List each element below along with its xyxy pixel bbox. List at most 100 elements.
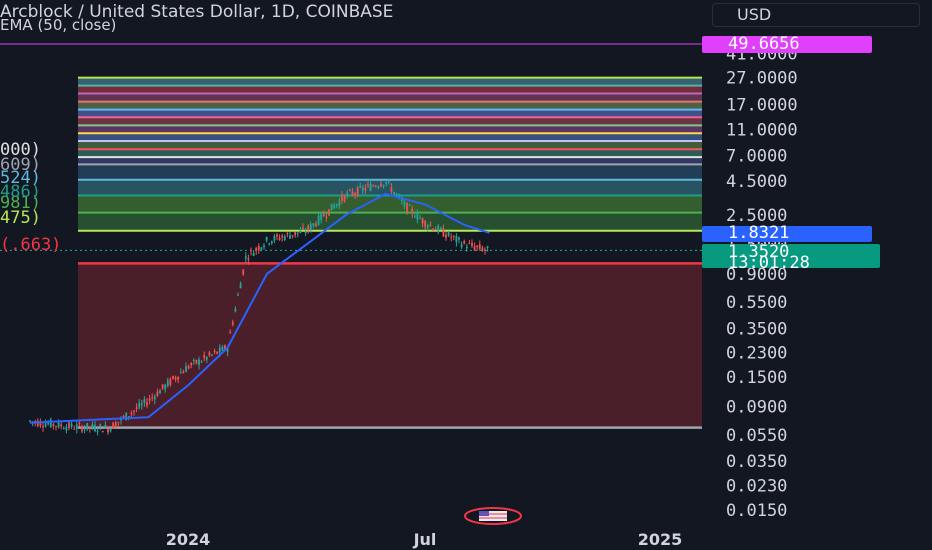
- candle-body: [42, 425, 44, 428]
- currency-selector[interactable]: USD: [712, 3, 920, 27]
- candle-body: [237, 294, 239, 296]
- candle-body: [205, 356, 208, 360]
- candle-body: [62, 428, 65, 430]
- candle-body: [408, 204, 411, 206]
- candle-body: [450, 236, 453, 238]
- candle-body: [231, 322, 234, 325]
- resistance-band: [78, 149, 702, 158]
- candle-body: [320, 213, 323, 221]
- support-zone: [78, 263, 702, 428]
- candle-body: [351, 191, 354, 196]
- resistance-band: [78, 195, 702, 213]
- candle-body: [268, 243, 271, 245]
- candle-body: [125, 412, 128, 421]
- resistance-band: [78, 109, 702, 118]
- candle-body: [328, 209, 330, 216]
- candle-body: [174, 377, 177, 380]
- candle-body: [211, 354, 213, 356]
- candle-body: [346, 192, 349, 196]
- candle-body: [434, 229, 437, 231]
- candle-body: [130, 413, 133, 415]
- candle-body: [291, 235, 294, 237]
- resistance-band: [78, 141, 702, 150]
- y-tick-label: 0.5500: [726, 293, 787, 313]
- left-level-label: 524): [0, 168, 41, 188]
- candle-body: [439, 227, 442, 230]
- high-price-tag: [702, 36, 872, 53]
- candle-body: [481, 247, 484, 251]
- candle-body: [109, 428, 112, 432]
- candle-body: [182, 371, 185, 374]
- candle-body: [411, 208, 414, 214]
- candle-body: [393, 191, 395, 195]
- candle-body: [55, 425, 57, 427]
- candle-body: [78, 422, 81, 424]
- y-tick-label: 0.3500: [726, 319, 787, 339]
- candle-body: [255, 247, 258, 251]
- candle-body: [424, 220, 427, 228]
- candle-body: [419, 217, 421, 219]
- candle-body: [68, 422, 70, 428]
- candle-body: [101, 431, 104, 433]
- candle-body: [302, 227, 304, 229]
- candle-body: [187, 366, 190, 369]
- candle-body: [203, 355, 206, 358]
- y-tick-label: 7.0000: [726, 147, 787, 167]
- candle-body: [200, 361, 203, 363]
- candle-body: [286, 232, 289, 234]
- candle-body: [65, 426, 68, 431]
- candle-body: [312, 223, 315, 227]
- candle-body: [153, 396, 156, 400]
- candle-body: [445, 234, 447, 238]
- candle-body: [380, 184, 382, 187]
- candle-body: [387, 181, 390, 183]
- candle-body: [400, 199, 403, 201]
- resistance-band: [78, 133, 702, 142]
- resistance-band: [78, 101, 702, 110]
- candle-body: [140, 403, 143, 406]
- candle-body: [413, 216, 416, 218]
- candle-body: [361, 187, 364, 191]
- time-axis[interactable]: 2024 Jul 2025: [166, 530, 683, 549]
- resistance-bands: [0, 43, 702, 429]
- left-level-label: 000): [0, 140, 41, 160]
- candle-body: [364, 187, 367, 191]
- candle-body: [307, 225, 310, 231]
- candle-body: [465, 246, 468, 249]
- candle-body: [208, 352, 211, 356]
- candle-body: [242, 269, 245, 275]
- y-tick-label: 11.0000: [726, 120, 798, 140]
- candle-body: [369, 183, 372, 191]
- candle-body: [421, 218, 424, 224]
- candle-body: [143, 399, 146, 404]
- candle-body: [29, 420, 31, 422]
- y-tick-label: 0.0550: [726, 426, 787, 446]
- candle-body: [159, 390, 161, 394]
- candle-body: [91, 424, 94, 428]
- flag-icon[interactable]: [464, 507, 522, 525]
- candle-body: [96, 430, 99, 433]
- candle-body: [195, 359, 198, 364]
- resistance-band: [78, 212, 702, 231]
- candle-body: [338, 200, 341, 206]
- y-tick-label: 2.5000: [726, 206, 787, 226]
- candle-body: [44, 423, 47, 427]
- high-price-tag-text: 49.6656: [728, 34, 800, 54]
- candle-body: [60, 424, 63, 427]
- left-level-labels: (.663) 475)981)486)524)609)000): [0, 140, 61, 255]
- candle-body: [283, 236, 286, 240]
- candle-body: [234, 308, 237, 312]
- candle-body: [198, 359, 200, 365]
- candle-body: [213, 350, 216, 352]
- candle-body: [135, 407, 138, 409]
- candle-body: [333, 205, 336, 209]
- candle-body: [122, 415, 125, 417]
- candle-body: [486, 246, 489, 248]
- candle-body: [458, 237, 460, 240]
- candle-body: [166, 380, 169, 386]
- candle-body: [49, 419, 52, 427]
- resistance-band: [78, 93, 702, 102]
- candle-body: [99, 424, 102, 427]
